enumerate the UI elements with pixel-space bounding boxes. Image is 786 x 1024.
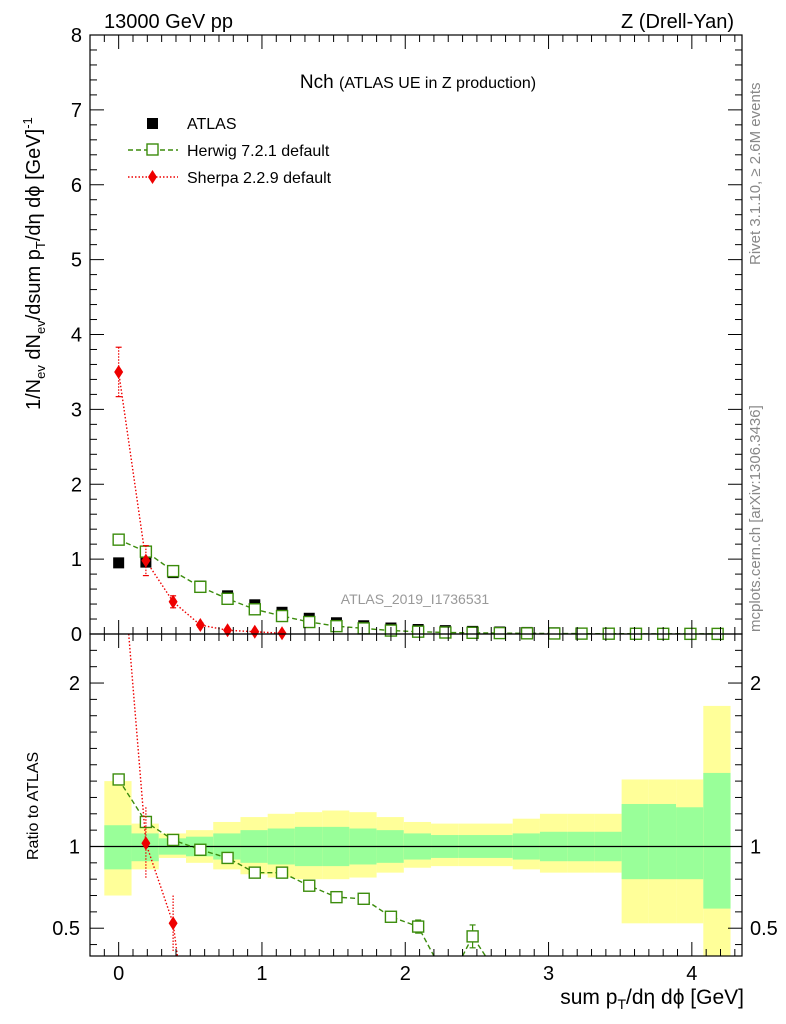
herwig-point xyxy=(221,592,234,606)
sherpa-point xyxy=(195,618,205,633)
y-tick-label-ratio-right: 2 xyxy=(750,673,761,695)
x-tick-label: 4 xyxy=(686,963,697,985)
herwig-point xyxy=(357,622,370,635)
y-tick-label-main: 1 xyxy=(71,549,82,571)
band-inner-bin xyxy=(104,825,132,870)
herwig-ratio-point xyxy=(166,833,180,847)
herwig-point xyxy=(330,619,343,633)
herwig-point xyxy=(194,580,207,594)
herwig-point xyxy=(411,625,425,638)
x-axis-label: sum pT/dη dϕ [GeV] xyxy=(560,986,744,1012)
herwig-ratio-point xyxy=(357,892,370,905)
y-tick-label-ratio: 0.5 xyxy=(52,918,80,940)
ratio-panel-marks xyxy=(112,633,487,957)
mcplots-label: mcplots.cern.ch [arXiv:1306.3436] xyxy=(747,405,764,632)
y-tick-label-ratio-right: 0.5 xyxy=(750,918,778,940)
legend: ATLAS Herwig 7.2.1 default Sherpa 2.2.9 … xyxy=(128,116,332,187)
legend-label-atlas: ATLAS xyxy=(187,116,237,133)
herwig-point xyxy=(166,564,180,578)
legend-marker-herwig xyxy=(146,143,159,156)
y-tick-label-main: 2 xyxy=(71,474,82,496)
y-tick-label-main: 6 xyxy=(71,175,82,197)
y-tick-label-ratio-right: 1 xyxy=(750,836,761,858)
herwig-point xyxy=(520,627,534,640)
y-tick-label-main: 3 xyxy=(71,399,82,421)
herwig-point xyxy=(439,626,452,639)
herwig-line xyxy=(118,539,718,635)
y-tick-label-ratio: 1 xyxy=(69,836,80,858)
herwig-ratio-point xyxy=(248,866,261,879)
y-tick-label-main: 7 xyxy=(71,100,82,122)
legend-label-sherpa: Sherpa 2.2.9 default xyxy=(187,170,332,187)
sherpa-point xyxy=(114,364,124,379)
sherpa-point xyxy=(141,553,151,568)
sherpa-point xyxy=(277,626,287,641)
y-tick-label-main: 5 xyxy=(71,250,82,272)
herwig-ratio-point xyxy=(221,851,234,865)
herwig-point xyxy=(112,533,125,546)
herwig-ratio-point xyxy=(194,843,207,856)
ratio-panel-frame xyxy=(89,633,743,957)
sherpa-point xyxy=(250,624,260,639)
atlas-point xyxy=(113,557,125,569)
y-axis-label-ratio: Ratio to ATLAS xyxy=(25,752,42,860)
herwig-ratio-point xyxy=(330,890,343,904)
herwig-point xyxy=(275,609,289,623)
legend-label-herwig: Herwig 7.2.1 default xyxy=(187,143,330,160)
legend-marker-atlas xyxy=(147,118,158,129)
axis-ticks xyxy=(89,34,742,956)
y-tick-label-main: 4 xyxy=(71,325,82,347)
band-inner-bin xyxy=(648,803,677,880)
x-tick-label: 3 xyxy=(543,963,554,985)
sherpa-ratio-point xyxy=(168,916,178,931)
sherpa-ratio-line xyxy=(127,633,179,957)
x-tick-label: 2 xyxy=(400,963,411,985)
title-sub: (ATLAS UE in Z production) xyxy=(339,75,536,92)
band-inner-bin xyxy=(703,772,731,909)
herwig-ratio-point xyxy=(384,910,398,923)
axis-tick-labels: 0 1 2 3 4 5 6 7 8 0.5 0.5 1 1 2 2 0 1 2 3 4 xyxy=(52,25,778,985)
herwig-ratio-point xyxy=(303,879,316,892)
sherpa-point xyxy=(168,594,178,609)
herwig-ratio-point xyxy=(466,930,479,943)
header-left: 13000 GeV pp xyxy=(104,11,233,33)
herwig-point xyxy=(493,626,507,640)
header-right: Z (Drell-Yan) xyxy=(621,11,734,33)
chart-title: Nch (ATLAS UE in Z production) xyxy=(300,72,536,93)
herwig-ratio-point xyxy=(411,920,425,933)
herwig-ratio-point xyxy=(112,773,125,786)
x-tick-label: 0 xyxy=(113,963,124,985)
legend-marker-sherpa xyxy=(148,170,157,184)
y-axis-label-main: 1/Nev dNev/dsum pT/dη dϕ [GeV]-1 xyxy=(20,117,48,410)
y-tick-label-main: 0 xyxy=(71,624,82,646)
band-inner-bin xyxy=(676,807,704,880)
sherpa-ratio-point xyxy=(141,836,151,851)
x-tick-label: 1 xyxy=(256,963,267,985)
watermark-label: ATLAS_2019_I1736531 xyxy=(341,591,490,607)
y-tick-label-ratio: 2 xyxy=(69,673,80,695)
herwig-ratio-point xyxy=(275,866,289,879)
herwig-point xyxy=(303,615,316,629)
herwig-point xyxy=(248,603,261,616)
title-main: Nch xyxy=(300,72,334,93)
rivet-version-label: Rivet 3.1.10, ≥ 2.6M events xyxy=(747,83,764,266)
herwig-point xyxy=(466,626,479,640)
y-tick-label-main: 8 xyxy=(71,25,82,47)
band-inner-bin xyxy=(621,803,649,880)
